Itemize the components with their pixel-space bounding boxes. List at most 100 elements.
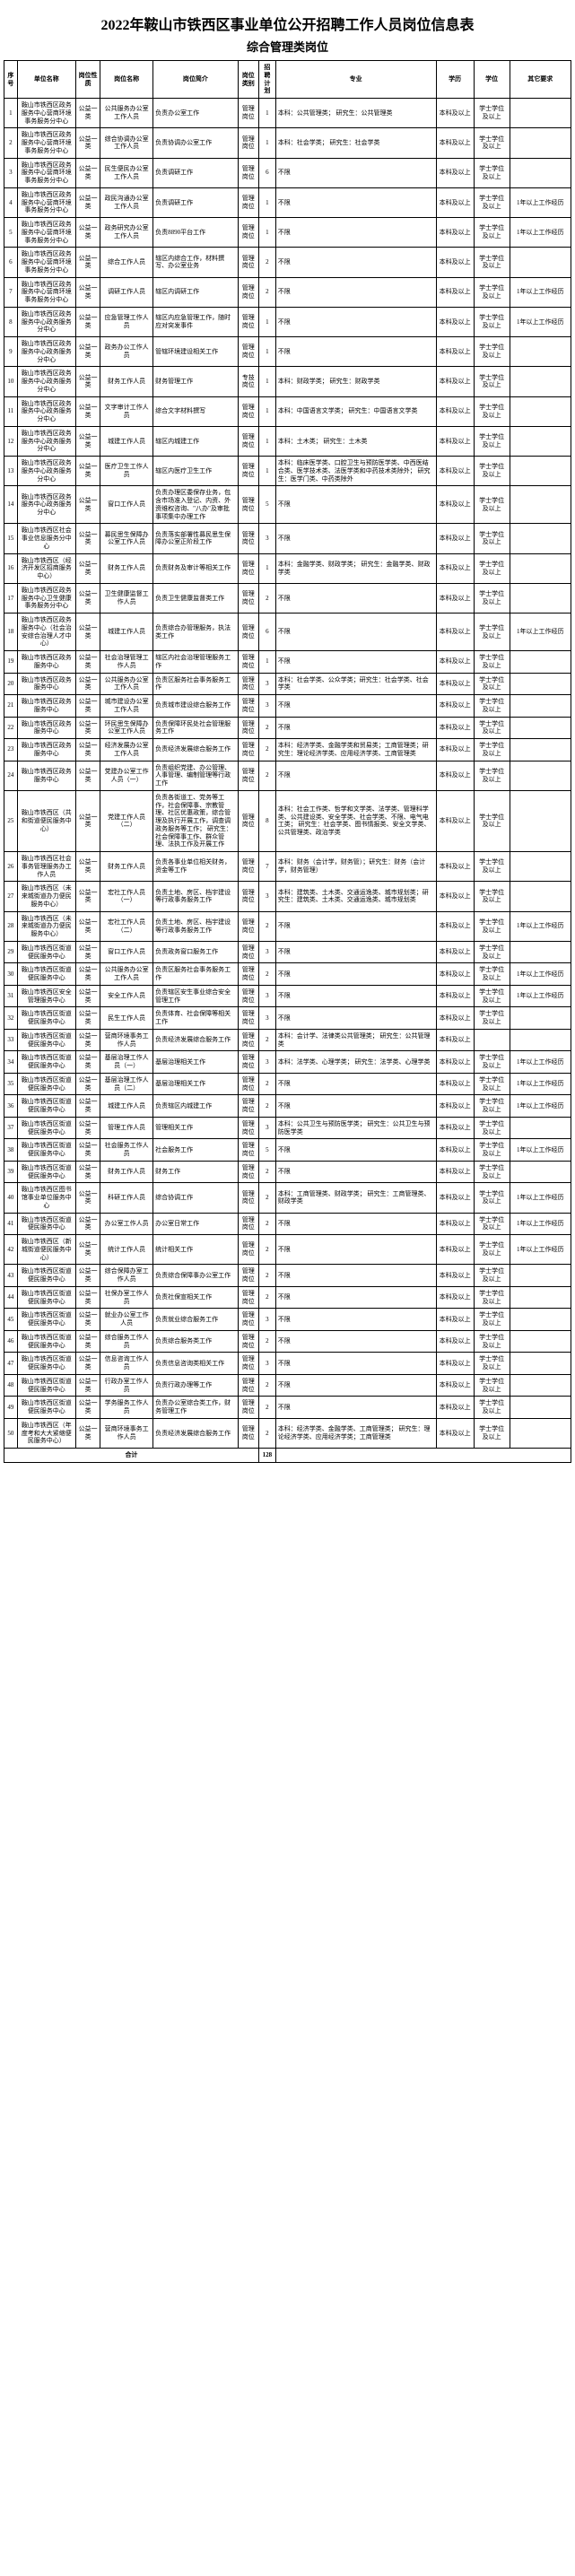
cell-major: 不限 bbox=[275, 1309, 436, 1331]
cell-cnt: 2 bbox=[258, 1397, 275, 1419]
cell-edu: 本科及以上 bbox=[436, 651, 474, 674]
cell-cnt: 5 bbox=[258, 486, 275, 524]
cell-other bbox=[510, 1029, 571, 1051]
cell-deg: 学士学位及以上 bbox=[474, 367, 510, 396]
col-major: 专业 bbox=[275, 61, 436, 99]
table-row: 3鞍山市铁西区政务服务中心营商环境事务服务分中心公益一类民生便民办公室工作人员负… bbox=[4, 158, 571, 187]
cell-pos: 民生工作人员 bbox=[100, 1007, 153, 1030]
cell-unit: 鞍山市铁西区街道便民服务中心 bbox=[17, 1330, 75, 1353]
cell-other bbox=[510, 158, 571, 187]
table-row: 17鞍山市铁西区政务服务中心卫生健康事务服务分中心公益一类卫生健康监督工作人员负… bbox=[4, 583, 571, 613]
cell-other bbox=[510, 739, 571, 761]
cell-other bbox=[510, 1353, 571, 1375]
cell-other bbox=[510, 1330, 571, 1353]
cell-major: 不限 bbox=[275, 1353, 436, 1375]
cell-deg: 学士学位及以上 bbox=[474, 524, 510, 553]
table-row: 13鞍山市铁西区政务服务中心政务服务分中心公益一类医疗卫生工作人员辖区内医疗卫生… bbox=[4, 457, 571, 486]
cell-major: 不限 bbox=[275, 1374, 436, 1397]
cell-cnt: 3 bbox=[258, 1007, 275, 1030]
cell-major: 不限 bbox=[275, 985, 436, 1007]
cell-deg: 学士学位及以上 bbox=[474, 717, 510, 739]
cell-edu: 本科及以上 bbox=[436, 1353, 474, 1375]
cell-other: 1年以上工作经历 bbox=[510, 985, 571, 1007]
cell-edu: 本科及以上 bbox=[436, 852, 474, 882]
cell-cnt: 2 bbox=[258, 277, 275, 307]
cell-deg: 学士学位及以上 bbox=[474, 187, 510, 217]
table-row: 33鞍山市铁西区街道便民服务中心公益一类营商环境事务工作人员负责经济发展综合服务… bbox=[4, 1029, 571, 1051]
cell-deg: 学士学位及以上 bbox=[474, 985, 510, 1007]
cell-edu: 本科及以上 bbox=[436, 396, 474, 426]
cell-cnt: 2 bbox=[258, 583, 275, 613]
cell-cnt: 1 bbox=[258, 553, 275, 583]
cell-edu: 本科及以上 bbox=[436, 1309, 474, 1331]
col-cnt: 招聘计划 bbox=[258, 61, 275, 99]
cell-idx: 34 bbox=[4, 1051, 18, 1074]
cell-nat: 公益一类 bbox=[75, 307, 100, 336]
cell-major: 不限 bbox=[275, 1139, 436, 1162]
col-idx: 序号 bbox=[4, 61, 18, 99]
cell-edu: 本科及以上 bbox=[436, 963, 474, 986]
table-row: 31鞍山市铁西区安全管理服务中心公益一类安全工作人员负责辖区安生事业综合安全管理… bbox=[4, 985, 571, 1007]
cell-cat: 管理岗位 bbox=[238, 1213, 258, 1235]
cell-cnt: 3 bbox=[258, 1309, 275, 1331]
cell-unit: 鞍山市铁西区街道便民服务中心 bbox=[17, 1353, 75, 1375]
cell-major: 不限 bbox=[275, 1095, 436, 1118]
cell-edu: 本科及以上 bbox=[436, 158, 474, 187]
cell-idx: 42 bbox=[4, 1235, 18, 1265]
cell-nat: 公益一类 bbox=[75, 158, 100, 187]
cell-other bbox=[510, 1418, 571, 1448]
cell-major: 不限 bbox=[275, 695, 436, 718]
table-row: 29鞍山市铁西区街道便民服务中心公益一类窗口工作人员负责政务窗口服务工作管理岗位… bbox=[4, 941, 571, 963]
cell-pos: 城建工作人员 bbox=[100, 1095, 153, 1118]
cell-major: 不限 bbox=[275, 337, 436, 367]
cell-other bbox=[510, 1161, 571, 1183]
cell-deg: 学士学位及以上 bbox=[474, 1418, 510, 1448]
cell-idx: 10 bbox=[4, 367, 18, 396]
cell-cat: 管理岗位 bbox=[238, 761, 258, 790]
cell-nat: 公益一类 bbox=[75, 1213, 100, 1235]
cell-desc: 负责经济发展综合服务工作 bbox=[153, 1029, 239, 1051]
cell-unit: 鞍山市铁西区政务服务中心政务服务分中心 bbox=[17, 307, 75, 336]
cell-pos: 公共服务办公室工作人员 bbox=[100, 673, 153, 695]
cell-nat: 公益一类 bbox=[75, 396, 100, 426]
cell-idx: 5 bbox=[4, 218, 18, 248]
cell-major: 本科：金融学类、财政学类； 研究生：金融学类、财政学类 bbox=[275, 553, 436, 583]
cell-desc: 负责综合办管理服务，执法类工作 bbox=[153, 614, 239, 651]
cell-cnt: 3 bbox=[258, 941, 275, 963]
cell-cat: 管理岗位 bbox=[238, 486, 258, 524]
cell-other bbox=[510, 426, 571, 456]
cell-cnt: 2 bbox=[258, 963, 275, 986]
cell-nat: 公益一类 bbox=[75, 651, 100, 674]
cell-desc: 负责经济发展综合服务工作 bbox=[153, 1418, 239, 1448]
cell-idx: 1 bbox=[4, 99, 18, 128]
cell-edu: 本科及以上 bbox=[436, 1029, 474, 1051]
cell-nat: 公益一类 bbox=[75, 457, 100, 486]
cell-major: 不限 bbox=[275, 218, 436, 248]
cell-idx: 35 bbox=[4, 1073, 18, 1095]
cell-other bbox=[510, 941, 571, 963]
cell-edu: 本科及以上 bbox=[436, 337, 474, 367]
cell-deg: 学士学位及以上 bbox=[474, 963, 510, 986]
table-row: 34鞍山市铁西区街道便民服务中心公益一类基层治理工作人员（一）基层治理相关工作管… bbox=[4, 1051, 571, 1074]
cell-deg: 学士学位及以上 bbox=[474, 1286, 510, 1309]
cell-nat: 公益一类 bbox=[75, 941, 100, 963]
cell-unit: 鞍山市铁西区街道便民服务中心 bbox=[17, 1213, 75, 1235]
cell-deg: 学士学位及以上 bbox=[474, 790, 510, 851]
cell-nat: 公益一类 bbox=[75, 524, 100, 553]
cell-idx: 26 bbox=[4, 852, 18, 882]
cell-desc: 基层治理相关工作 bbox=[153, 1051, 239, 1074]
cell-cat: 管理岗位 bbox=[238, 1007, 258, 1030]
cell-cnt: 1 bbox=[258, 187, 275, 217]
cell-nat: 公益一类 bbox=[75, 128, 100, 158]
cell-cat: 管理岗位 bbox=[238, 457, 258, 486]
cell-other bbox=[510, 695, 571, 718]
cell-cat: 管理岗位 bbox=[238, 852, 258, 882]
cell-nat: 公益一类 bbox=[75, 99, 100, 128]
cell-unit: 鞍山市铁西区政务服务中心政务服务分中心 bbox=[17, 426, 75, 456]
cell-nat: 公益一类 bbox=[75, 218, 100, 248]
cell-cnt: 2 bbox=[258, 761, 275, 790]
cell-cat: 管理岗位 bbox=[238, 1051, 258, 1074]
cell-edu: 本科及以上 bbox=[436, 1235, 474, 1265]
cell-cnt: 2 bbox=[258, 1095, 275, 1118]
cell-pos: 财务工作人员 bbox=[100, 553, 153, 583]
